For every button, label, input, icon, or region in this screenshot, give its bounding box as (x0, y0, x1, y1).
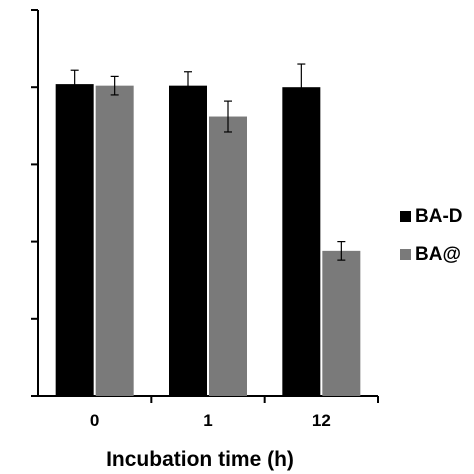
bars (55, 84, 361, 396)
bar (209, 116, 247, 396)
axes (31, 9, 379, 403)
x-tick-label: 1 (203, 411, 212, 430)
legend-label: BA@ (415, 244, 461, 265)
legend-swatch (400, 249, 411, 260)
legend-swatch (400, 211, 411, 222)
bar (169, 85, 207, 396)
bar (322, 250, 361, 396)
bar (95, 85, 134, 396)
x-tick-label: 0 (90, 411, 99, 430)
x-tick-label: 12 (312, 411, 331, 430)
legend: BA-D BA@ (400, 206, 463, 265)
x-tick-labels: 0 1 12 (90, 411, 331, 430)
bar (282, 87, 321, 396)
error-bars (70, 63, 346, 261)
x-axis-label: Incubation time (h) (106, 448, 294, 471)
legend-label: BA-D (415, 206, 463, 227)
bar (55, 84, 94, 396)
